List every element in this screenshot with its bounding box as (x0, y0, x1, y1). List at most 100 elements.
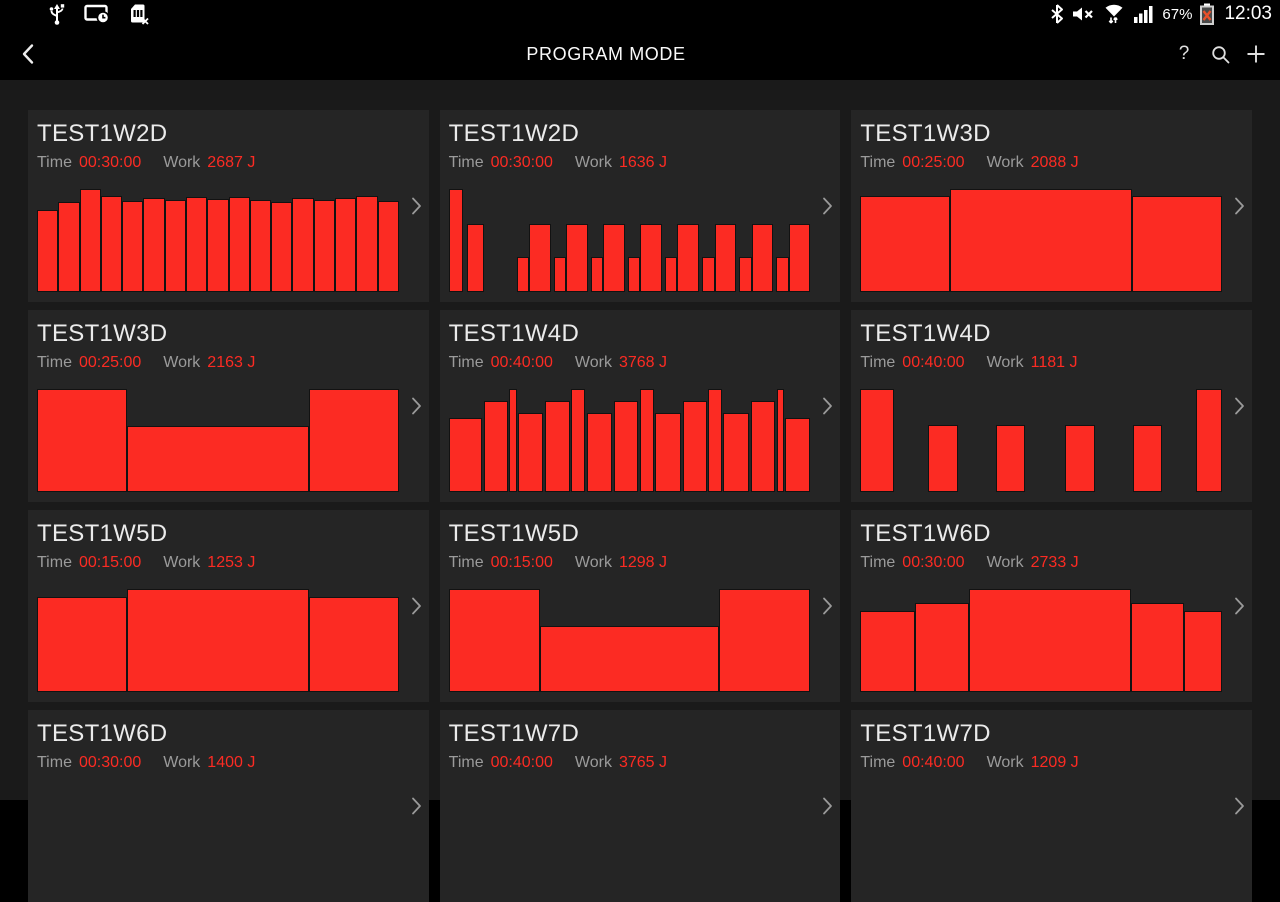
program-bar-chart (448, 389, 811, 492)
chart-bar (775, 256, 789, 292)
time-label: Time (860, 353, 896, 371)
chart-bar (126, 589, 309, 692)
chevron-right-icon (1235, 797, 1244, 815)
status-bar: 67% 12:03 (0, 0, 1280, 28)
program-info: Time 00:40:00 Work 1181 J (860, 354, 1244, 372)
chart-bar (164, 200, 186, 292)
chart-bar (529, 224, 551, 292)
time-label: Time (37, 753, 72, 771)
work-value: 1298 J (618, 553, 667, 571)
program-card[interactable]: TEST1W4D Time 00:40:00 Work 3768 J (439, 310, 841, 502)
program-name: TEST1W5D (448, 520, 580, 547)
chart-bar (483, 401, 508, 492)
program-card[interactable]: TEST1W2D Time 00:30:00 Work 2687 J (28, 110, 429, 302)
program-card[interactable]: TEST1W6D Time 00:30:00 Work 2733 J (851, 510, 1252, 702)
chevron-right-icon (411, 597, 421, 615)
chart-bar (950, 189, 1133, 292)
program-card[interactable]: TEST1W3D Time 00:25:00 Work 2088 J (851, 110, 1252, 302)
work-value: 1400 J (207, 753, 256, 771)
help-button[interactable]: ? (1166, 28, 1202, 80)
program-card[interactable]: TEST1W6D Time 00:30:00 Work 1400 J (28, 710, 429, 902)
chart-bar (292, 198, 314, 292)
search-button[interactable] (1202, 28, 1238, 80)
chart-bar (719, 589, 811, 692)
chart-bar (448, 589, 540, 692)
status-clock: 12:03 (1224, 3, 1272, 24)
program-bar-chart (860, 389, 1222, 492)
chart-bar (100, 196, 123, 292)
work-label: Work (986, 153, 1024, 171)
chart-bar (639, 389, 654, 492)
program-info: Time 00:25:00 Work 2163 J (37, 354, 421, 372)
chart-bar (860, 389, 895, 492)
chart-bar (334, 198, 357, 292)
program-info: Time 00:25:00 Work 2088 J (860, 154, 1244, 172)
chart-bar (655, 412, 681, 492)
page-title: PROGRAM MODE (526, 43, 686, 64)
work-value: 1181 J (1030, 353, 1078, 371)
chart-bar (590, 256, 604, 292)
program-bar-chart (860, 589, 1222, 692)
work-value: 2687 J (207, 153, 256, 171)
chart-bar (614, 401, 639, 492)
chart-bar (508, 389, 517, 492)
program-card[interactable]: TEST1W7D Time 00:40:00 Work 1209 J (851, 710, 1252, 902)
add-button[interactable] (1238, 28, 1274, 80)
program-card[interactable]: TEST1W7D Time 00:40:00 Work 3765 J (439, 710, 841, 902)
program-bar-chart (860, 789, 1222, 892)
time-value: 00:30:00 (902, 553, 965, 571)
time-label: Time (448, 353, 484, 371)
chart-bar (58, 202, 80, 292)
chart-bar (1065, 425, 1095, 492)
back-chevron-icon (22, 44, 34, 64)
program-card[interactable]: TEST1W5D Time 00:15:00 Work 1253 J (28, 510, 429, 702)
status-bar-right: 67% 12:03 (1050, 3, 1272, 25)
program-card[interactable]: TEST1W4D Time 00:40:00 Work 1181 J (851, 310, 1252, 502)
wifi-icon (1105, 4, 1123, 24)
program-bar-chart (448, 189, 811, 292)
time-label: Time (860, 153, 896, 171)
program-name: TEST1W7D (860, 720, 991, 747)
time-label: Time (448, 553, 484, 571)
chart-bar (228, 197, 250, 292)
time-value: 00:25:00 (78, 353, 142, 371)
program-name: TEST1W5D (37, 520, 168, 547)
status-bar-left (48, 3, 150, 25)
program-card[interactable]: TEST1W5D Time 00:15:00 Work 1298 J (439, 510, 841, 702)
chart-bar (517, 412, 544, 492)
chart-bar (677, 224, 700, 292)
program-bar-chart (860, 189, 1222, 292)
time-label: Time (860, 553, 896, 571)
program-card[interactable]: TEST1W2D Time 00:30:00 Work 1636 J (439, 110, 841, 302)
chart-bar (308, 597, 399, 692)
work-label: Work (574, 553, 612, 571)
battery-percent: 67% (1162, 5, 1193, 23)
back-button[interactable] (0, 28, 56, 80)
time-label: Time (37, 353, 72, 371)
chart-bar (539, 626, 720, 692)
chart-bar (707, 389, 723, 492)
work-value: 3765 J (618, 753, 667, 771)
work-label: Work (986, 553, 1024, 571)
chart-bar (860, 196, 951, 292)
chart-bar (516, 256, 530, 292)
chevron-right-icon (1235, 397, 1244, 415)
program-bar-chart (448, 589, 811, 692)
program-name: TEST1W6D (37, 720, 168, 747)
work-value: 2733 J (1030, 553, 1079, 571)
program-grid: TEST1W2D Time 00:30:00 Work 2687 J TEST1… (28, 110, 1252, 902)
chart-bar (185, 197, 208, 292)
chart-bar (313, 200, 335, 292)
program-card[interactable]: TEST1W3D Time 00:25:00 Work 2163 J (28, 310, 429, 502)
battery-error-icon (1200, 3, 1215, 25)
time-value: 00:30:00 (78, 153, 142, 171)
chart-bar (126, 426, 309, 492)
program-name: TEST1W6D (860, 520, 991, 547)
work-value: 2163 J (207, 353, 256, 371)
time-value: 00:15:00 (490, 553, 553, 571)
signal-strength-icon (1134, 6, 1153, 23)
chart-bar (1184, 610, 1222, 692)
time-label: Time (448, 153, 484, 171)
chart-bar (738, 256, 752, 292)
chart-bar (249, 200, 272, 292)
